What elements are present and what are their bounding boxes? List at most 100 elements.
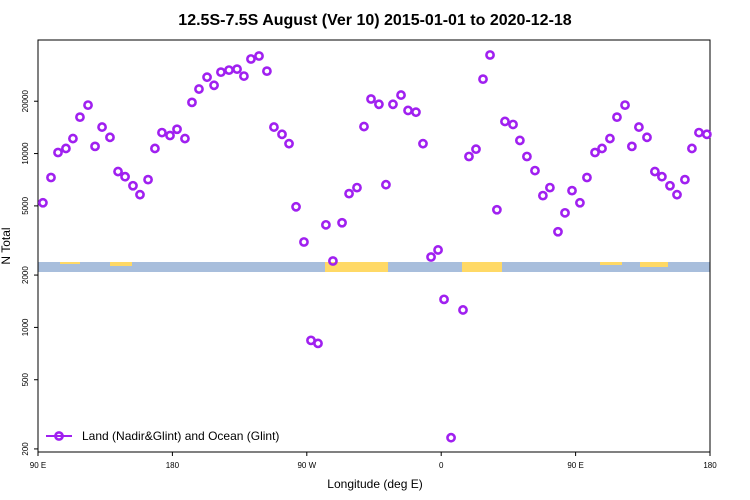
data-point xyxy=(680,174,690,185)
data-point xyxy=(328,256,338,266)
data-point xyxy=(284,138,294,149)
y-axis-label: N Total xyxy=(0,227,13,264)
legend-label: Land (Nadir&Glint) and Ocean (Glint) xyxy=(82,429,279,443)
data-point xyxy=(485,50,495,60)
data-point xyxy=(478,74,488,85)
data-point xyxy=(471,144,481,155)
y-tick-label: 20000 xyxy=(21,90,30,113)
data-point xyxy=(187,97,197,108)
data-point xyxy=(352,182,362,193)
x-tick-label: 90 E xyxy=(567,461,583,470)
data-point xyxy=(105,132,115,143)
data-point xyxy=(464,151,474,162)
x-tick-label: 180 xyxy=(166,461,180,470)
data-point xyxy=(299,237,309,247)
data-point xyxy=(605,133,615,144)
data-point xyxy=(90,141,100,152)
data-point xyxy=(458,305,468,315)
data-point xyxy=(411,107,421,118)
data-point xyxy=(687,143,697,154)
data-point xyxy=(672,189,682,200)
data-point xyxy=(626,141,637,152)
data-point xyxy=(344,188,354,199)
data-point xyxy=(388,99,398,110)
data-point xyxy=(291,201,301,212)
x-tick-label: 180 xyxy=(703,461,717,470)
data-point xyxy=(61,143,71,154)
land-patch xyxy=(462,262,502,272)
data-point xyxy=(553,226,563,237)
data-point xyxy=(560,207,570,218)
land-ocean-band xyxy=(38,262,710,272)
data-point xyxy=(128,180,138,191)
data-point xyxy=(620,100,630,110)
data-point xyxy=(359,121,369,132)
data-point xyxy=(439,294,449,305)
y-tick-label: 10000 xyxy=(21,142,30,165)
x-tick-label: 90 E xyxy=(30,461,46,470)
data-point xyxy=(75,112,85,123)
data-point xyxy=(537,190,548,201)
chart-title: 12.5S-7.5S August (Ver 10) 2015-01-01 to… xyxy=(178,12,571,29)
data-point xyxy=(545,182,555,193)
data-point xyxy=(46,172,56,183)
data-point xyxy=(321,219,331,230)
land-patch xyxy=(325,262,388,272)
data-point xyxy=(508,119,518,130)
data-point xyxy=(575,197,585,208)
data-point xyxy=(426,252,436,262)
x-tick-label: 90 W xyxy=(297,461,316,470)
data-point xyxy=(232,64,242,75)
plot-frame xyxy=(37,39,711,453)
data-point xyxy=(143,174,153,185)
data-point xyxy=(530,165,540,176)
data-point xyxy=(150,143,160,154)
y-tick-label: 2000 xyxy=(21,266,30,284)
land-patch xyxy=(600,262,622,265)
data-point xyxy=(180,133,190,144)
data-point xyxy=(224,65,234,76)
y-tick-label: 500 xyxy=(21,373,30,387)
data-point xyxy=(522,151,532,162)
data-point xyxy=(254,51,264,61)
data-point xyxy=(194,84,204,94)
data-point xyxy=(172,124,182,135)
data-point xyxy=(113,166,123,177)
data-point xyxy=(246,54,256,64)
data-point xyxy=(612,112,622,123)
data-point xyxy=(216,67,226,78)
land-patch xyxy=(640,262,668,267)
legend-marker xyxy=(54,431,64,441)
data-point xyxy=(120,171,130,182)
data-point xyxy=(83,100,93,110)
data-point xyxy=(694,127,704,138)
data-point xyxy=(337,217,347,228)
data-point xyxy=(567,185,577,196)
data-point xyxy=(657,171,667,182)
data-point xyxy=(157,127,167,138)
data-point xyxy=(165,130,175,141)
data-point xyxy=(403,105,413,116)
data-point xyxy=(262,66,272,77)
data-point xyxy=(649,166,660,177)
data-point xyxy=(418,138,428,149)
y-tick-label: 5000 xyxy=(21,196,30,214)
data-point xyxy=(135,189,145,200)
x-axis-label: Longitude (deg E) xyxy=(327,477,422,491)
data-point xyxy=(590,147,600,158)
data-point xyxy=(38,197,48,208)
data-point xyxy=(381,179,391,190)
data-point xyxy=(634,122,644,132)
data-point xyxy=(68,133,78,144)
data-point xyxy=(500,116,510,127)
data-point xyxy=(514,135,525,146)
land-patch xyxy=(60,262,80,264)
data-point xyxy=(433,245,443,255)
data-point xyxy=(665,180,675,191)
data-point xyxy=(209,80,219,91)
y-tick-label: 1000 xyxy=(21,318,30,336)
data-point xyxy=(277,129,287,140)
x-tick-label: 0 xyxy=(439,461,444,470)
data-point xyxy=(492,204,502,215)
